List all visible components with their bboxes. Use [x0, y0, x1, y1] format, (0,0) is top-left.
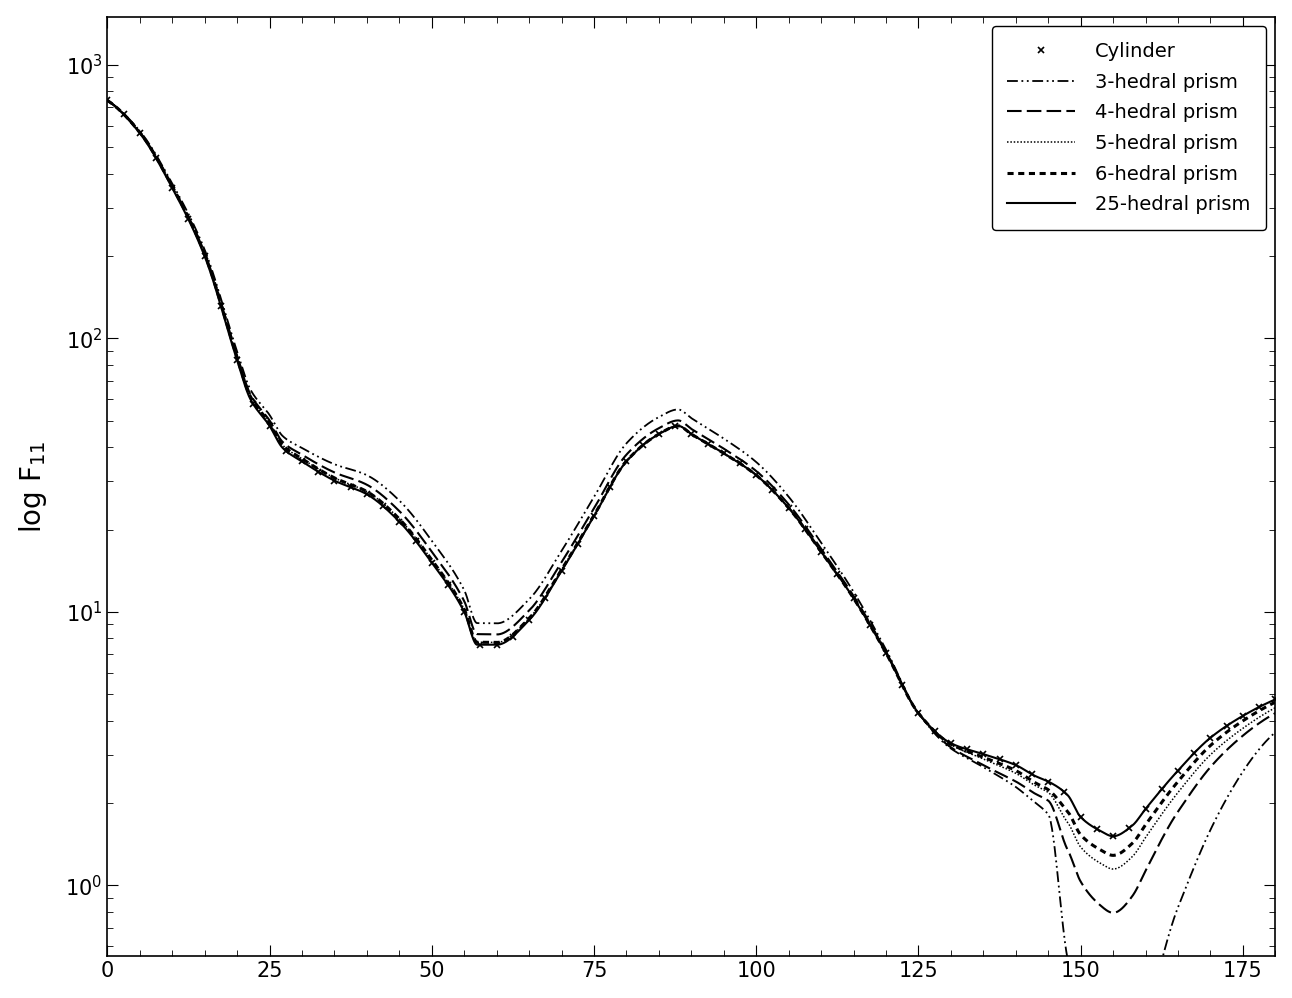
4-hedral prism	[536, 585, 552, 597]
Cylinder	[1106, 830, 1121, 842]
4-hedral prism	[581, 510, 597, 522]
Cylinder	[488, 639, 504, 651]
3-hedral prism	[99, 95, 115, 107]
4-hedral prism	[99, 95, 115, 107]
3-hedral prism	[897, 683, 912, 695]
Cylinder	[1121, 822, 1137, 834]
Cylinder	[683, 428, 699, 440]
5-hedral prism	[1105, 863, 1120, 875]
Cylinder	[1267, 694, 1283, 706]
5-hedral prism	[1267, 702, 1283, 714]
3-hedral prism	[349, 465, 364, 477]
4-hedral prism	[897, 684, 912, 696]
6-hedral prism	[99, 95, 115, 107]
Line: 3-hedral prism: 3-hedral prism	[107, 101, 1275, 998]
6-hedral prism	[1267, 697, 1283, 709]
25-hedral prism	[167, 186, 182, 198]
Cylinder	[359, 488, 375, 500]
Line: Cylinder: Cylinder	[103, 97, 1279, 839]
6-hedral prism	[349, 481, 364, 493]
3-hedral prism	[1267, 727, 1283, 739]
25-hedral prism	[536, 594, 552, 606]
3-hedral prism	[576, 508, 592, 520]
Line: 5-hedral prism: 5-hedral prism	[107, 101, 1275, 869]
4-hedral prism	[167, 184, 182, 196]
4-hedral prism	[576, 519, 592, 531]
3-hedral prism	[167, 182, 182, 194]
Cylinder	[1072, 811, 1088, 823]
5-hedral prism	[581, 517, 597, 529]
Cylinder	[1171, 764, 1186, 776]
4-hedral prism	[1267, 708, 1283, 720]
5-hedral prism	[99, 95, 115, 107]
6-hedral prism	[167, 184, 182, 196]
Y-axis label: log F$_{11}$: log F$_{11}$	[17, 440, 49, 533]
4-hedral prism	[349, 474, 364, 486]
5-hedral prism	[536, 592, 552, 604]
25-hedral prism	[1105, 830, 1120, 842]
6-hedral prism	[1105, 849, 1120, 861]
5-hedral prism	[576, 527, 592, 539]
Line: 6-hedral prism: 6-hedral prism	[107, 101, 1275, 855]
5-hedral prism	[897, 684, 912, 696]
Line: 4-hedral prism: 4-hedral prism	[107, 101, 1275, 913]
Cylinder	[99, 95, 115, 107]
25-hedral prism	[1267, 694, 1283, 706]
25-hedral prism	[349, 483, 364, 495]
4-hedral prism	[1105, 907, 1120, 919]
25-hedral prism	[581, 517, 597, 529]
6-hedral prism	[897, 684, 912, 696]
6-hedral prism	[581, 517, 597, 529]
6-hedral prism	[536, 592, 552, 604]
25-hedral prism	[576, 527, 592, 539]
3-hedral prism	[536, 573, 552, 585]
25-hedral prism	[99, 95, 115, 107]
Legend: Cylinder, 3-hedral prism, 4-hedral prism, 5-hedral prism, 6-hedral prism, 25-hed: Cylinder, 3-hedral prism, 4-hedral prism…	[992, 26, 1266, 230]
5-hedral prism	[349, 481, 364, 493]
5-hedral prism	[167, 184, 182, 196]
Line: 25-hedral prism: 25-hedral prism	[107, 101, 1275, 836]
3-hedral prism	[581, 498, 597, 510]
25-hedral prism	[897, 684, 912, 696]
6-hedral prism	[576, 527, 592, 539]
